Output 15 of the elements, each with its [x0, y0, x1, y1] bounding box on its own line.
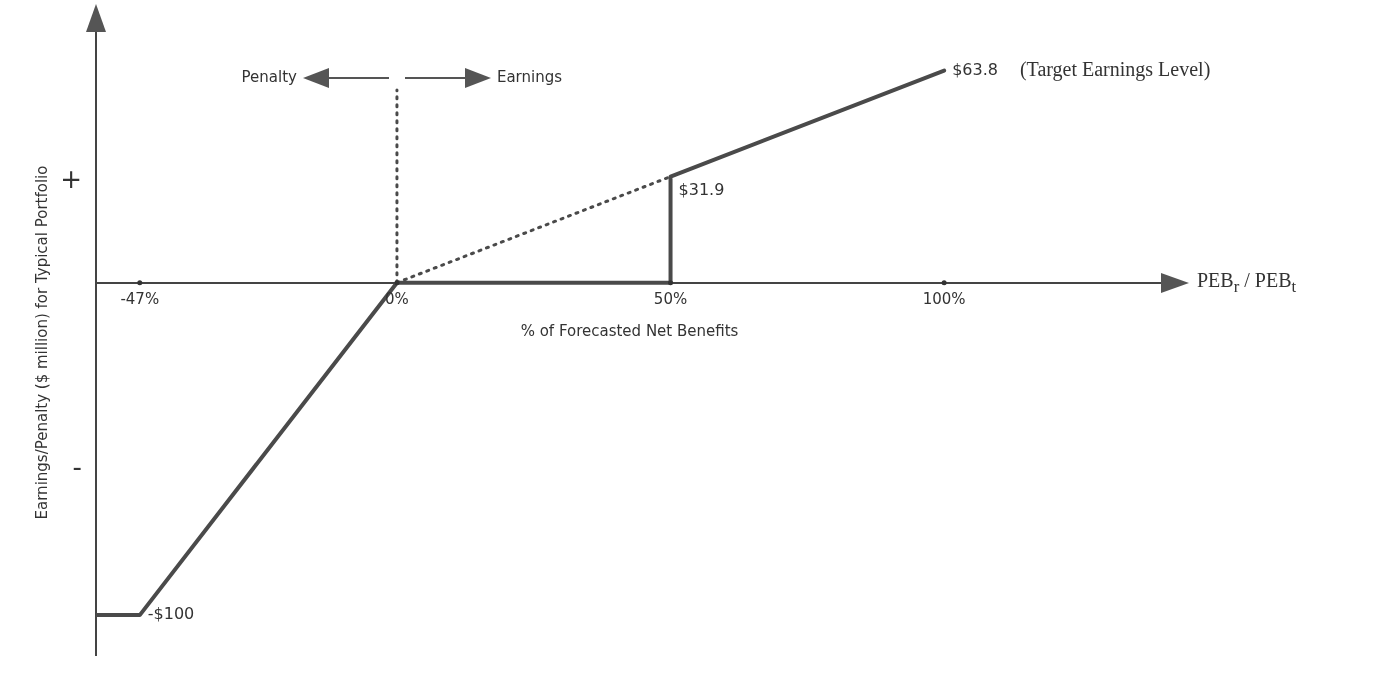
annotation: (Target Earnings Level): [1019, 57, 1211, 81]
annotation: Penalty: [241, 67, 298, 86]
x-tick-label: 0%: [385, 290, 409, 309]
text: PEB$_{r}$ / PEB$_{t}$: [1197, 268, 1297, 297]
x-tick-label: -47%: [120, 290, 160, 309]
y-axis-title: Earnings/Penalty ($ million) for Typical Portfolio: [32, 165, 51, 520]
data-label: $31.9: [678, 179, 725, 199]
text: +: [60, 164, 82, 195]
text: -: [72, 451, 82, 482]
x-axis-title: % of Forecasted Net Benefits: [520, 321, 739, 340]
data-label: $63.8: [952, 59, 998, 79]
x-tick-label: 100%: [922, 290, 966, 309]
annotation: Earnings: [496, 67, 563, 86]
x-tick-label: 50%: [653, 290, 688, 309]
data-label: -$100: [147, 604, 195, 624]
